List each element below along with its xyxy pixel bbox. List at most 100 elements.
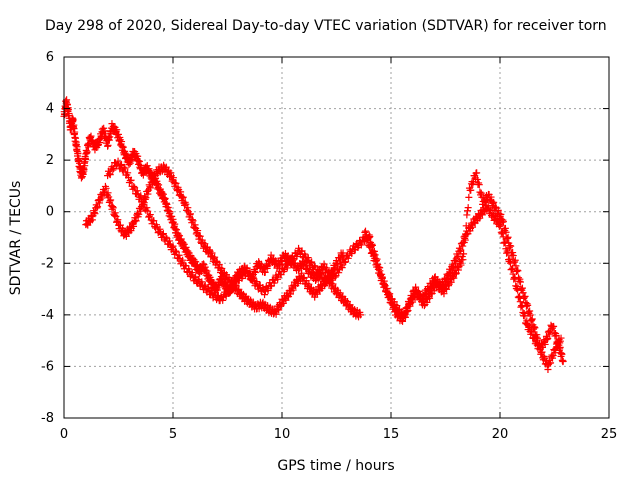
data-point: [463, 211, 471, 219]
data-point: [139, 197, 147, 205]
data-point: [507, 242, 515, 250]
data-point: [369, 247, 377, 255]
data-point: [361, 227, 369, 235]
y-tick-label: -8: [41, 411, 54, 426]
data-point: [114, 157, 122, 165]
data-point: [506, 242, 514, 250]
data-point: [149, 179, 157, 187]
data-point: [457, 246, 465, 254]
data-point: [173, 187, 181, 195]
data-point: [558, 350, 566, 358]
data-point: [348, 249, 356, 257]
data-point: [559, 357, 567, 365]
data-point: [156, 225, 164, 233]
data-point: [143, 204, 151, 212]
y-tick-label: 6: [46, 50, 54, 65]
data-point: [490, 198, 498, 206]
data-point: [516, 278, 524, 286]
data-point: [521, 292, 529, 300]
data-point: [517, 285, 525, 293]
data-point: [122, 232, 130, 240]
data-point: [526, 311, 534, 319]
data-point: [464, 204, 472, 212]
data-point: [465, 193, 473, 201]
data-point: [524, 301, 532, 309]
data-point: [196, 232, 204, 240]
data-point: [554, 343, 562, 351]
data-point: [357, 241, 365, 249]
data-point: [521, 312, 529, 320]
data-point: [520, 293, 528, 301]
data-point: [503, 234, 511, 242]
data-point: [477, 189, 485, 197]
data-point: [166, 237, 174, 245]
data-point: [172, 179, 180, 187]
x-axis-label: GPS time / hours: [277, 458, 394, 474]
x-tick-label: 25: [601, 427, 618, 442]
data-point: [64, 106, 72, 114]
data-point: [518, 284, 526, 292]
data-point: [94, 203, 102, 211]
data-point: [546, 330, 554, 338]
data-point: [487, 193, 495, 201]
data-point: [179, 194, 187, 202]
data-point: [497, 210, 505, 218]
data-point: [506, 259, 514, 267]
data-point: [253, 278, 261, 286]
data-point: [132, 217, 140, 225]
data-point: [107, 196, 115, 204]
data-point: [146, 183, 154, 191]
data-point: [378, 274, 386, 282]
data-point: [109, 204, 117, 212]
data-point: [547, 359, 555, 367]
data-point: [167, 169, 175, 177]
data-point: [513, 283, 521, 291]
data-point: [526, 307, 534, 315]
data-point: [447, 278, 455, 286]
data-point: [198, 278, 206, 286]
data-point: [323, 264, 331, 272]
data-point: [147, 184, 155, 192]
data-point: [251, 267, 259, 275]
data-point: [469, 178, 477, 186]
data-point: [151, 174, 159, 182]
data-point: [515, 274, 523, 282]
data-point: [512, 262, 520, 270]
data-point: [102, 184, 110, 192]
data-point: [145, 212, 153, 220]
y-tick-label: -4: [41, 308, 54, 323]
data-point: [169, 242, 177, 250]
data-point: [186, 211, 194, 219]
plot-frame: [63, 56, 610, 419]
data-point: [448, 261, 456, 269]
data-point: [337, 262, 345, 270]
data-point: [551, 349, 559, 357]
axis-ticks: 0 5 10 15 20 25 -8 -6 -4 -2 0 2 4 6: [41, 50, 617, 442]
data-point: [528, 316, 536, 324]
data-point: [320, 260, 328, 268]
data-point: [456, 259, 464, 267]
data-point: [114, 216, 122, 224]
data-point: [120, 163, 128, 171]
data-point: [469, 223, 477, 231]
data-point: [246, 269, 254, 277]
data-points: [60, 96, 567, 374]
data-point: [144, 190, 152, 198]
data-point: [539, 356, 547, 364]
data-point: [423, 298, 431, 306]
data-point: [142, 194, 150, 202]
data-point: [88, 216, 96, 224]
data-point: [72, 134, 80, 142]
data-point: [535, 341, 543, 349]
data-point: [304, 254, 312, 262]
data-point: [516, 298, 524, 306]
data-point: [409, 298, 417, 306]
data-point: [489, 199, 497, 207]
data-point: [467, 186, 475, 194]
data-point: [150, 217, 158, 225]
data-point: [106, 171, 114, 179]
data-point: [371, 255, 379, 263]
data-point: [310, 262, 318, 270]
data-point: [106, 197, 114, 205]
data-point: [93, 204, 101, 212]
